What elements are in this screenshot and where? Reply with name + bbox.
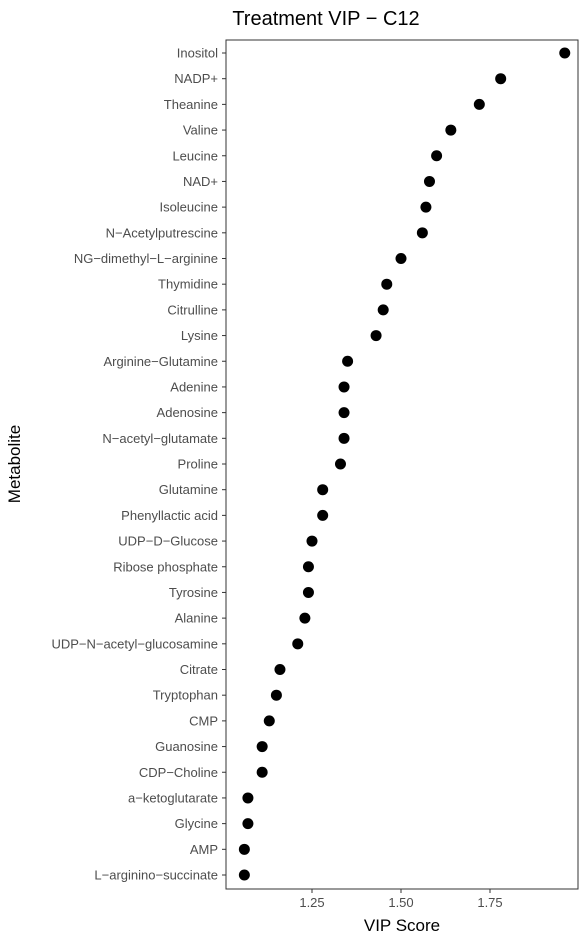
data-point [338, 381, 350, 393]
y-tick-label: NADP+ [174, 71, 218, 86]
y-tick-label: CDP−Choline [139, 765, 218, 780]
x-axis-title: VIP Score [364, 916, 440, 935]
data-point [431, 150, 443, 162]
data-point [416, 227, 428, 239]
data-point [495, 73, 507, 85]
y-tick-label: L−arginino−succinate [94, 868, 218, 883]
x-tick-label: 1.50 [388, 895, 413, 910]
y-tick-label: AMP [190, 842, 218, 857]
data-point [338, 432, 350, 444]
data-point [292, 638, 304, 650]
x-tick-label: 1.25 [299, 895, 324, 910]
y-tick-label: Valine [183, 123, 218, 138]
data-point [423, 175, 435, 187]
y-axis-title: Metabolite [5, 425, 24, 503]
data-point [256, 766, 268, 778]
data-point [338, 407, 350, 419]
y-tick-label: Adenosine [157, 405, 218, 420]
data-point [242, 792, 254, 804]
y-tick-label: NAD+ [183, 174, 218, 189]
y-tick-label: Leucine [172, 148, 218, 163]
y-tick-label: Proline [178, 457, 218, 472]
data-point [256, 741, 268, 753]
y-tick-label: Citrate [180, 662, 218, 677]
plot-area: 1.25 1.50 1.75 Inositol NADP+ Theanine Valine L… [51, 39, 579, 910]
y-tick-label: Phenyllactic acid [121, 508, 218, 523]
data-point [420, 201, 432, 213]
y-tick-label: Alanine [175, 611, 218, 626]
y-tick-label: UDP−D−Glucose [118, 534, 218, 549]
y-tick-label: Theanine [164, 97, 218, 112]
y-tick-label: Tyrosine [169, 585, 218, 600]
y-tick-label: Ribose phosphate [113, 559, 218, 574]
y-tick-label: Lysine [181, 328, 218, 343]
y-tick-label: CMP [189, 713, 218, 728]
y-tick-label: Citrulline [167, 302, 218, 317]
y-tick-label: Adenine [170, 379, 218, 394]
data-point [302, 586, 314, 598]
data-point [238, 869, 250, 881]
data-point [317, 509, 329, 521]
y-tick-label: Guanosine [155, 739, 218, 754]
data-point [381, 278, 393, 290]
data-point [342, 355, 354, 367]
data-point [317, 484, 329, 496]
data-point [559, 47, 571, 59]
chart-title: Treatment VIP − C12 [232, 8, 419, 30]
data-point [334, 458, 346, 470]
data-point [299, 612, 311, 624]
y-tick-label: Tryptophan [153, 688, 218, 703]
data-point [270, 689, 282, 701]
data-point [242, 818, 254, 830]
data-point [473, 98, 485, 110]
data-point [306, 535, 318, 547]
y-tick-label: Isoleucine [159, 200, 218, 215]
plot-panel-border [225, 39, 579, 890]
y-tick-label: Glycine [175, 816, 218, 831]
y-tick-label: N−acetyl−glutamate [102, 431, 218, 446]
data-point [238, 843, 250, 855]
y-tick-label: Glutamine [159, 482, 218, 497]
data-point [263, 715, 275, 727]
y-tick-label: Thymidine [158, 277, 218, 292]
data-point [445, 124, 457, 136]
data-point [302, 561, 314, 573]
data-point [395, 253, 407, 264]
y-tick-label: Inositol [177, 46, 218, 61]
data-point [370, 330, 382, 342]
y-tick-label: a−ketoglutarate [128, 790, 218, 805]
y-tick-label: UDP−N−acetyl−glucosamine [51, 636, 218, 651]
data-point [377, 304, 389, 316]
x-tick-label: 1.75 [477, 895, 502, 910]
y-tick-label: Arginine−Glutamine [103, 354, 218, 369]
y-tick-label: NG−dimethyl−L−arginine [74, 251, 218, 266]
data-point [274, 664, 286, 675]
y-tick-label: N−Acetylputrescine [106, 225, 218, 240]
